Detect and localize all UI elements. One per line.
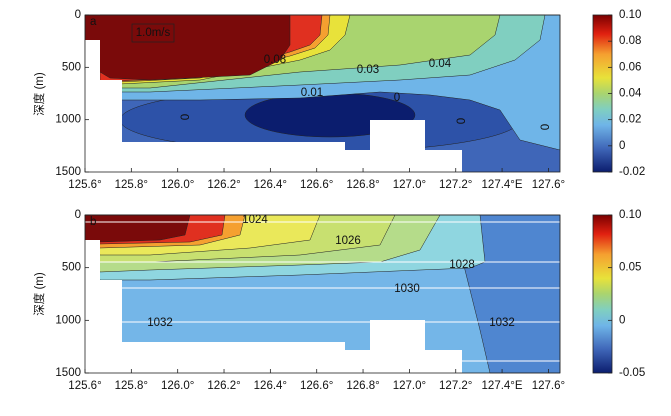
contour-label: 1032 [489, 317, 515, 329]
contour-label: 0.01 [301, 87, 323, 99]
x-tick-label: 125.6° [68, 380, 101, 392]
panel-label: a [90, 16, 97, 28]
colorbar-tick-label: 0 [619, 140, 625, 152]
x-tick-label: 126.6° [300, 179, 333, 191]
contour-label: 1026 [335, 235, 361, 247]
colorbar-tick-label: 0.10 [619, 9, 641, 21]
x-tick-label: 125.6° [68, 179, 101, 191]
colorbar-tick-label: -0.02 [619, 166, 645, 178]
x-tick-label: 126.4° [254, 380, 287, 392]
panel-label: b [90, 216, 96, 228]
y-tick-label: 0 [75, 9, 81, 21]
x-tick-label: 125.8° [115, 380, 148, 392]
y-tick-label: 0 [75, 209, 81, 221]
colorbar-tick-label: 0.04 [619, 88, 642, 100]
quiver-key: 1.0m/s [136, 27, 171, 39]
y-tick-label: 1000 [55, 314, 81, 326]
colorbar-tick-label: -0.05 [619, 367, 645, 379]
contour-label: 1032 [147, 317, 173, 329]
mask-a [85, 40, 462, 173]
x-tick-label: 126.8° [346, 179, 379, 191]
mask-b [85, 240, 462, 374]
contour-label: 0.04 [429, 58, 452, 70]
quiver-key-box [131, 23, 175, 43]
x-tick-label: 125.8° [115, 179, 148, 191]
x-tick-label: 127.2° [439, 380, 472, 392]
axes-frame [84, 214, 561, 374]
x-tick-label: 127.6° [532, 179, 565, 191]
y-axis-label: 深度 (m) [32, 272, 46, 316]
axes-frame [84, 14, 561, 173]
contour-label: 0 [540, 124, 552, 130]
contour-label: 0 [394, 92, 400, 104]
colorbar-tick-label: 0 [619, 314, 625, 326]
x-tick-label: 126.6° [300, 380, 333, 392]
x-tick-label: 126.0° [161, 179, 194, 191]
x-tick-label: 126.2° [207, 179, 240, 191]
colorbar [592, 214, 613, 374]
y-tick-label: 500 [62, 61, 81, 73]
white-lines-b [85, 221, 560, 362]
x-tick-label: 127.0° [393, 380, 426, 392]
x-tick-label: 127.0° [393, 179, 426, 191]
x-tick-label: 127.4°E [482, 380, 523, 392]
y-tick-label: 1500 [55, 367, 81, 379]
y-tick-label: 1000 [55, 114, 81, 126]
x-tick-label: 126.4° [254, 179, 287, 191]
x-tick-label: 127.6° [532, 380, 565, 392]
y-tick-label: 500 [62, 262, 81, 274]
contour-label: 1030 [394, 283, 420, 295]
contour-label: 0 [180, 114, 192, 120]
x-tick-label: 126.0° [161, 380, 194, 392]
colorbar-tick-label: 0.06 [619, 61, 641, 73]
contour-field-b [84, 214, 561, 374]
y-tick-label: 1500 [55, 166, 81, 178]
contour-label: 1024 [242, 214, 268, 226]
x-tick-label: 126.8° [346, 380, 379, 392]
x-tick-label: 127.2° [439, 179, 472, 191]
colorbar-tick-label: 0.02 [619, 114, 641, 126]
y-axis-label: 深度 (m) [32, 72, 46, 116]
contour-label: 0.08 [264, 54, 286, 66]
contour-label: 1028 [449, 259, 475, 271]
contour-label: 0 [456, 118, 468, 124]
contour-label: 0.03 [357, 64, 379, 76]
colorbar-tick-label: 0.08 [619, 35, 641, 47]
x-tick-label: 126.2° [207, 380, 240, 392]
colorbar-tick-label: 0.05 [619, 262, 641, 274]
x-tick-label: 127.4°E [482, 179, 523, 191]
colorbar-tick-label: 0.10 [619, 209, 641, 221]
